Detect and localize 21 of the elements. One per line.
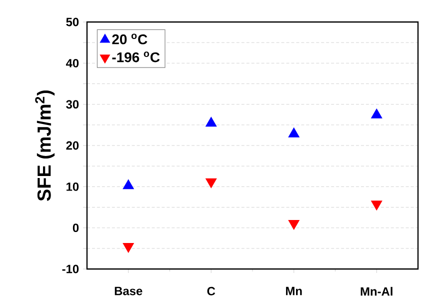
y-tick-label: 0 bbox=[72, 224, 79, 232]
point bbox=[288, 128, 300, 138]
point bbox=[123, 243, 134, 252]
y-tick-label: -10 bbox=[62, 264, 79, 274]
point bbox=[371, 108, 382, 118]
y-axis-title: SFE (mJ/m$^{2}$) bbox=[35, 90, 55, 201]
point bbox=[206, 178, 216, 188]
point bbox=[288, 220, 300, 230]
x-tick-label: Base bbox=[114, 286, 142, 296]
y-tick-label: 50 bbox=[66, 18, 79, 26]
x-tick-label: Mn bbox=[286, 286, 302, 296]
point bbox=[371, 200, 382, 210]
y-tick-label: 30 bbox=[66, 100, 79, 109]
legend-label: 20 $^{o}$C bbox=[112, 34, 148, 44]
y-tick-label: 20 bbox=[66, 141, 79, 150]
point bbox=[206, 117, 216, 127]
x-tick-label: Mn-Al bbox=[360, 286, 392, 296]
y-tick-label: 10 bbox=[66, 182, 79, 191]
x-tick-label: C bbox=[207, 286, 216, 296]
y-tick-label: 40 bbox=[66, 58, 79, 68]
legend-label: -196 $^{o}$C bbox=[112, 52, 160, 62]
